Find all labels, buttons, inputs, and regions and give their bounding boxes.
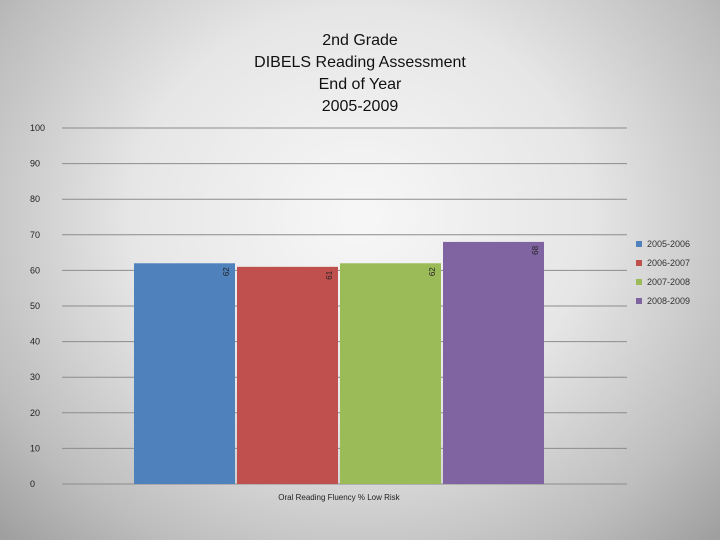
chart-legend: 2005-2006 2006-2007 2007-2008 2008-2009	[636, 234, 690, 310]
legend-label: 2007-2008	[647, 276, 691, 287]
data-label: 61	[325, 270, 334, 279]
title-line-1: 2nd Grade	[322, 32, 398, 49]
y-tick-label: 90	[30, 159, 40, 169]
y-tick-label: 30	[30, 372, 40, 382]
data-label: 68	[531, 245, 540, 254]
bar	[134, 263, 235, 484]
x-category-label: Oral Reading Fluency % Low Risk	[278, 493, 400, 502]
bar	[443, 241, 544, 484]
legend-item: 2006-2007	[636, 253, 690, 272]
legend-item: 2007-2008	[636, 272, 690, 291]
y-tick-label: 100	[30, 123, 45, 133]
legend-swatch	[636, 259, 642, 266]
chart-title: 2nd Grade DIBELS Reading Assessment End …	[160, 30, 560, 118]
legend-label: 2006-2007	[647, 257, 691, 268]
y-tick-label: 40	[30, 337, 40, 347]
y-tick-label: 50	[30, 301, 40, 311]
title-line-3: End of Year	[318, 76, 402, 93]
bar	[237, 266, 338, 484]
y-tick-label: 60	[30, 265, 40, 275]
y-tick-label: 80	[30, 194, 40, 204]
data-label: 62	[428, 267, 437, 276]
bar	[340, 263, 441, 484]
legend-item: 2005-2006	[636, 234, 690, 253]
legend-item: 2008-2009	[636, 291, 690, 310]
y-tick-label: 10	[30, 443, 40, 453]
legend-swatch	[636, 240, 642, 247]
legend-swatch	[636, 297, 642, 304]
legend-label: 2005-2006	[647, 238, 691, 249]
y-tick-label: 70	[30, 230, 40, 240]
title-line-2: DIBELS Reading Assessment	[254, 54, 466, 71]
y-tick-label: 0	[30, 479, 35, 489]
title-line-4: 2005-2009	[321, 98, 399, 115]
legend-label: 2008-2009	[647, 295, 691, 306]
data-label: 62	[222, 267, 231, 276]
y-tick-label: 20	[30, 408, 40, 418]
legend-swatch	[636, 278, 642, 285]
